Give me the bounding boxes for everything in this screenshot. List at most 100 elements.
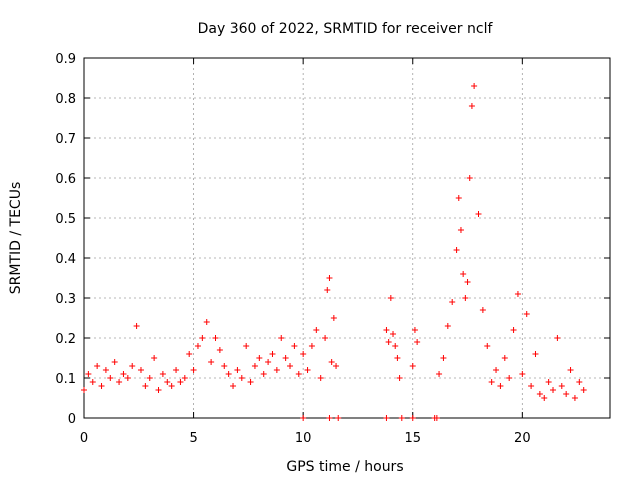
data-point: [460, 271, 467, 277]
data-point: [385, 339, 392, 345]
data-point: [444, 323, 451, 329]
data-point: [225, 371, 232, 377]
chart-title: Day 360 of 2022, SRMTID for receiver ncl…: [198, 21, 494, 37]
data-point: [234, 367, 241, 373]
data-point: [98, 383, 105, 389]
data-point: [571, 395, 578, 401]
data-point: [177, 379, 184, 385]
data-point: [383, 327, 390, 333]
data-point: [317, 375, 324, 381]
data-point-zero: [409, 415, 416, 421]
data-point: [142, 383, 149, 389]
x-axis: 0 5 10 15 20: [80, 58, 531, 446]
data-point: [221, 363, 228, 369]
data-point: [216, 347, 223, 353]
y-tick-label: 0.7: [55, 132, 76, 147]
data-point: [514, 291, 521, 297]
data-point: [273, 367, 280, 373]
data-point: [251, 363, 258, 369]
data-point: [497, 383, 504, 389]
data-point: [567, 367, 574, 373]
x-tick-label: 5: [189, 431, 197, 446]
data-point: [558, 383, 565, 389]
data-point: [212, 335, 219, 341]
data-point: [85, 371, 92, 377]
data-point: [409, 363, 416, 369]
data-points: [81, 83, 587, 421]
data-point: [208, 359, 215, 365]
y-tick-label: 0.5: [55, 212, 76, 227]
data-point: [256, 355, 263, 361]
data-point: [265, 359, 272, 365]
x-tick-label: 20: [514, 431, 531, 446]
data-point: [151, 355, 158, 361]
data-point: [541, 395, 548, 401]
data-point: [576, 379, 583, 385]
data-point-zero: [433, 415, 440, 421]
data-point: [532, 351, 539, 357]
data-point: [94, 363, 101, 369]
data-point-zero: [335, 415, 342, 421]
data-point: [146, 375, 153, 381]
data-point: [484, 343, 491, 349]
data-point: [124, 375, 131, 381]
data-point: [510, 327, 517, 333]
data-point: [168, 383, 175, 389]
data-point: [243, 343, 250, 349]
plot-frame: [83, 57, 611, 419]
data-point: [120, 371, 127, 377]
data-point: [313, 327, 320, 333]
data-point-zero: [383, 415, 390, 421]
data-point: [322, 335, 329, 341]
y-tick-label: 0.1: [55, 372, 76, 387]
data-point: [203, 319, 210, 325]
y-tick-label: 0.4: [55, 252, 76, 267]
data-point: [326, 275, 333, 281]
data-point: [333, 363, 340, 369]
data-point: [523, 311, 530, 317]
data-point: [278, 335, 285, 341]
data-point: [159, 371, 166, 377]
data-point: [194, 343, 201, 349]
data-point-zero: [326, 415, 333, 421]
x-tick-label: 0: [80, 431, 88, 446]
data-point: [387, 295, 394, 301]
data-point: [282, 355, 289, 361]
data-point: [304, 367, 311, 373]
data-point-zero: [398, 415, 405, 421]
y-tick-label: 0.3: [55, 292, 76, 307]
data-point: [328, 359, 335, 365]
data-point: [390, 331, 397, 337]
data-point: [464, 279, 471, 285]
data-point-zero: [300, 415, 307, 421]
data-point: [453, 247, 460, 253]
data-point: [330, 315, 337, 321]
data-point: [501, 355, 508, 361]
data-point: [199, 335, 206, 341]
data-point: [155, 387, 162, 393]
data-point: [190, 367, 197, 373]
data-point: [295, 371, 302, 377]
y-tick-label: 0.6: [55, 172, 76, 187]
data-point: [580, 387, 587, 393]
data-point: [449, 299, 456, 305]
data-point: [471, 83, 478, 89]
y-axis: 0 0.1 0.2 0.3 0.4 0.5 0.6 0.7 0.8 0.9: [55, 52, 610, 427]
data-point: [181, 375, 188, 381]
data-point: [308, 343, 315, 349]
data-point: [488, 379, 495, 385]
data-point: [436, 371, 443, 377]
data-point: [528, 383, 535, 389]
data-point: [550, 387, 557, 393]
data-point: [260, 371, 267, 377]
data-point: [563, 391, 570, 397]
data-point: [468, 103, 475, 109]
x-tick-label: 15: [404, 431, 421, 446]
data-point: [137, 367, 144, 373]
y-tick-label: 0: [68, 412, 76, 427]
data-point: [475, 211, 482, 217]
y-tick-label: 0.2: [55, 332, 76, 347]
data-point: [238, 375, 245, 381]
data-point: [455, 195, 462, 201]
